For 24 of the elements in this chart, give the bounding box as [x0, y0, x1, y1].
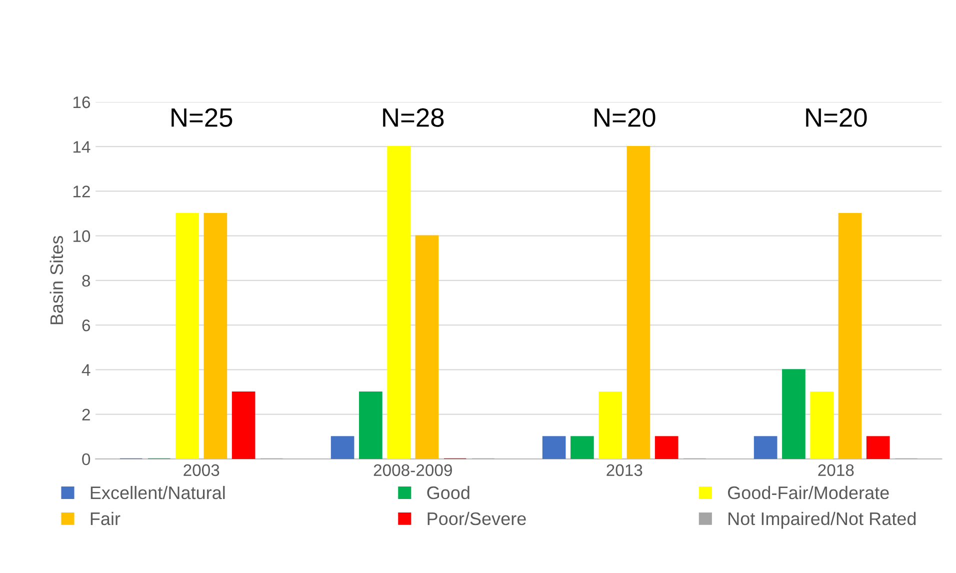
annotation: N=20	[594, 108, 656, 127]
annotation: N=28	[383, 108, 444, 127]
annotation: N=25	[172, 108, 232, 127]
legend-label: Not Impaired/Not Rated	[728, 512, 916, 529]
x-tick-label: 2013	[606, 464, 642, 476]
annotation: N=20	[806, 108, 867, 127]
legend-label: Poor/Severe	[428, 512, 526, 526]
y-tick-label: 0	[82, 453, 90, 466]
x-tick-label: 2018	[818, 464, 854, 476]
y-tick-label: 10	[73, 230, 90, 242]
y-tick-label: 4	[82, 364, 90, 376]
y-tick-label: 14	[73, 141, 90, 153]
legend-label: Good-Fair/Moderate	[728, 486, 889, 500]
y-tick-label: 6	[82, 320, 90, 332]
x-tick-label: 2003	[184, 464, 220, 476]
y-tick-label: 12	[73, 186, 90, 198]
y-tick-label: 16	[73, 96, 90, 108]
y-tick-label: 8	[82, 274, 90, 287]
y-axis-title: Basin Sites	[50, 236, 64, 324]
y-tick-label: 2	[82, 408, 90, 420]
legend-label: Good	[427, 486, 470, 500]
legend-label: Fair	[90, 512, 120, 526]
legend-label: Excellent/Natural	[90, 486, 225, 500]
x-tick-label: 2008-2009	[374, 464, 452, 476]
